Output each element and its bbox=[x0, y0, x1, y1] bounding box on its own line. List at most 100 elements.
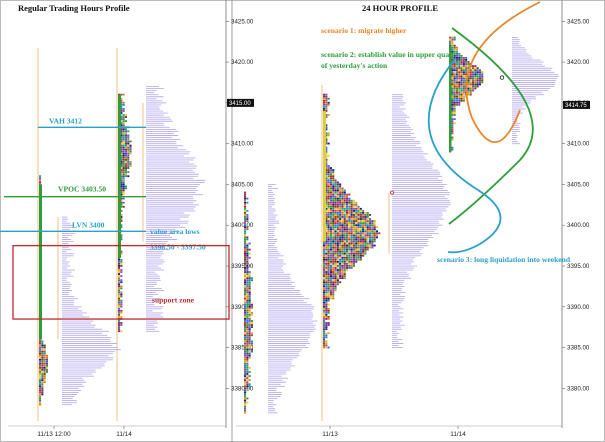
tpo-block bbox=[453, 114, 456, 116]
tpo-block bbox=[348, 232, 351, 235]
tpo-block bbox=[122, 183, 125, 186]
tpo-block bbox=[45, 366, 48, 369]
y-tick-label: 3390.00 bbox=[567, 304, 590, 311]
tpo-block bbox=[334, 267, 337, 269]
tpo-block bbox=[244, 209, 247, 212]
tpo-block bbox=[334, 244, 337, 247]
tpo-block bbox=[327, 189, 330, 192]
tpo-block bbox=[339, 211, 342, 214]
tpo-block bbox=[348, 234, 351, 237]
tpo-block bbox=[451, 75, 454, 78]
tpo-block bbox=[339, 236, 342, 239]
tpo-block bbox=[120, 163, 123, 165]
tpo-block bbox=[248, 318, 251, 320]
tpo-block bbox=[460, 59, 463, 61]
tpo-block bbox=[45, 360, 48, 363]
tpo-block bbox=[462, 85, 465, 88]
tpo-block bbox=[460, 83, 463, 86]
tpo-block bbox=[244, 281, 247, 284]
tpo-block bbox=[357, 232, 360, 235]
tpo-block bbox=[476, 85, 479, 88]
tpo-block bbox=[336, 189, 339, 192]
tpo-block bbox=[120, 177, 123, 180]
tpo-block bbox=[246, 326, 249, 329]
tpo-block bbox=[120, 138, 123, 141]
tpo-block bbox=[476, 67, 479, 70]
tpo-block bbox=[323, 283, 326, 286]
tpo-block bbox=[325, 136, 328, 139]
tpo-block bbox=[451, 73, 454, 76]
tpo-block bbox=[244, 265, 247, 267]
tpo-block bbox=[120, 189, 123, 192]
tpo-block bbox=[39, 181, 42, 184]
tpo-block bbox=[350, 207, 353, 210]
tpo-block bbox=[329, 173, 332, 176]
tpo-block bbox=[246, 385, 249, 388]
tpo-block bbox=[362, 230, 365, 233]
tpo-block bbox=[332, 271, 335, 273]
tpo-block bbox=[120, 285, 123, 288]
tpo-block bbox=[122, 122, 125, 125]
tpo-block bbox=[460, 79, 463, 82]
x-tick-label: 11/13 12:00 bbox=[37, 431, 71, 438]
tpo-block bbox=[325, 175, 328, 178]
tpo-block bbox=[341, 230, 344, 233]
tpo-block bbox=[341, 260, 344, 263]
tpo-block bbox=[248, 311, 251, 314]
tpo-block bbox=[352, 218, 355, 220]
tpo-block bbox=[124, 132, 127, 135]
tpo-block bbox=[246, 389, 249, 392]
tpo-block bbox=[246, 287, 249, 290]
tpo-block bbox=[323, 248, 326, 251]
tpo-block bbox=[250, 332, 253, 335]
tpo-block bbox=[451, 116, 454, 118]
tpo-block bbox=[451, 114, 454, 116]
tpo-block bbox=[334, 189, 337, 192]
tpo-block bbox=[355, 203, 358, 206]
tpo-block bbox=[124, 167, 127, 169]
tpo-block bbox=[469, 67, 472, 70]
tpo-block bbox=[371, 228, 374, 231]
tpo-block bbox=[325, 299, 328, 302]
tpo-block bbox=[451, 59, 454, 61]
volume-histogram bbox=[62, 216, 121, 406]
tpo-block bbox=[339, 242, 342, 245]
tpo-block bbox=[122, 187, 125, 190]
tpo-block bbox=[348, 224, 351, 227]
tpo-block bbox=[244, 199, 247, 202]
tpo-block bbox=[352, 240, 355, 243]
tpo-block bbox=[359, 242, 362, 245]
tpo-block bbox=[458, 54, 461, 57]
tpo-block bbox=[120, 262, 123, 265]
tpo-block bbox=[332, 242, 335, 245]
tpo-block bbox=[118, 283, 121, 286]
tpo-block bbox=[350, 205, 353, 208]
tpo-block bbox=[336, 275, 339, 278]
tpo-block bbox=[329, 267, 332, 269]
tpo-block bbox=[352, 260, 355, 263]
tpo-block bbox=[41, 375, 44, 377]
tpo-block bbox=[248, 273, 251, 275]
tpo-block bbox=[329, 275, 332, 278]
tpo-block bbox=[336, 258, 339, 261]
tpo-block bbox=[120, 105, 123, 108]
tpo-block bbox=[332, 226, 335, 229]
tpo-block bbox=[43, 352, 46, 355]
tpo-block bbox=[339, 201, 342, 204]
tpo-block bbox=[120, 269, 123, 271]
tpo-block bbox=[467, 67, 470, 70]
tpo-block bbox=[244, 311, 247, 314]
tpo-block bbox=[371, 224, 374, 227]
tpo-block bbox=[359, 207, 362, 210]
tpo-block bbox=[332, 279, 335, 282]
tpo-block bbox=[325, 340, 328, 343]
tpo-block bbox=[451, 103, 454, 106]
tpo-block bbox=[246, 244, 249, 247]
tpo-block bbox=[41, 371, 44, 373]
tpo-block bbox=[348, 265, 351, 267]
tpo-block bbox=[118, 281, 121, 284]
tpo-block bbox=[332, 244, 335, 247]
tpo-block bbox=[343, 209, 346, 212]
tpo-block bbox=[343, 191, 346, 194]
tpo-block bbox=[341, 252, 344, 255]
